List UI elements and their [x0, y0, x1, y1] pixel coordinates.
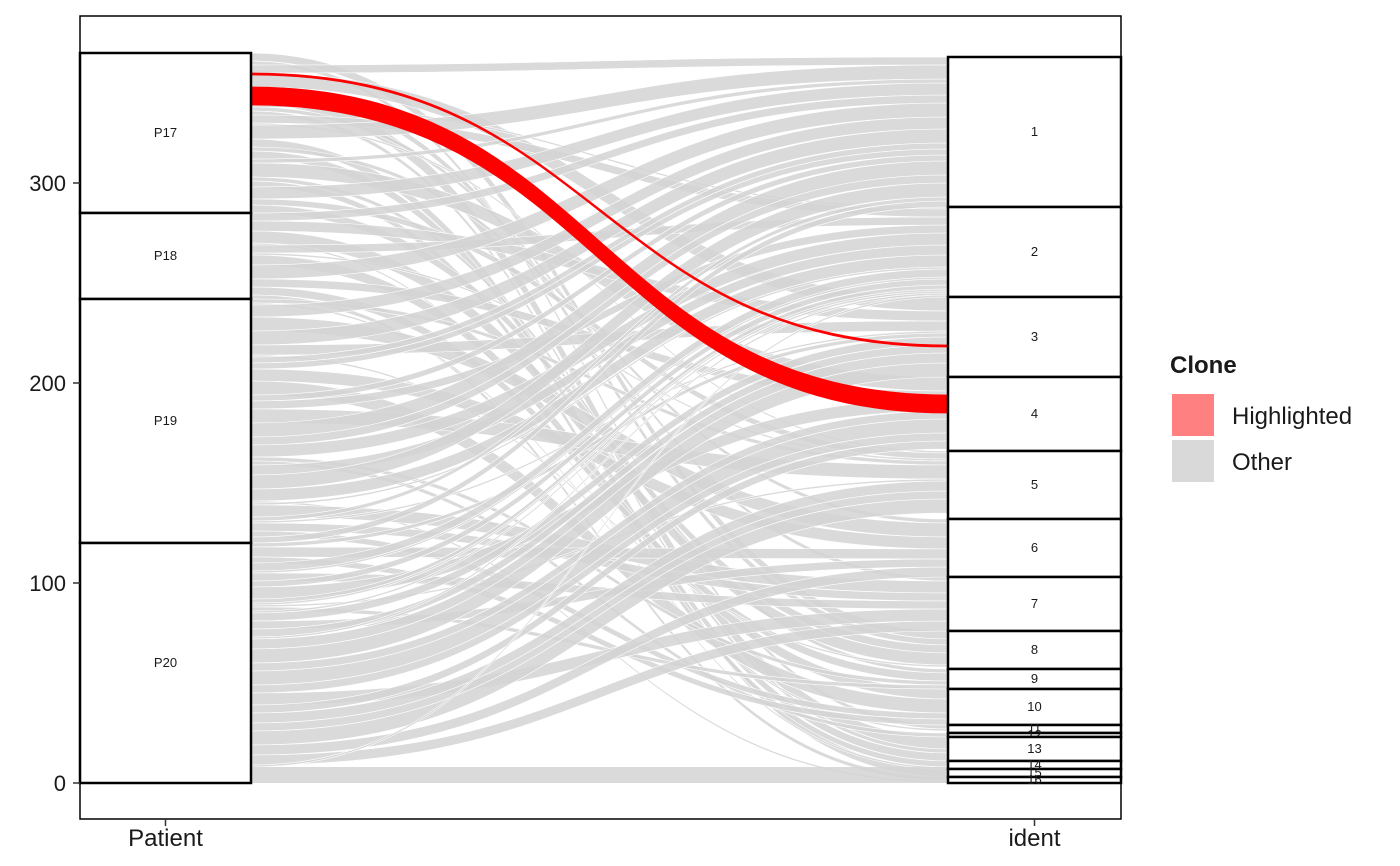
ident-stratum-label: 5	[1031, 477, 1038, 492]
ident-stratum	[946, 775, 1123, 785]
ident-stratum-label: 2	[1031, 244, 1038, 259]
x-tick-label: ident	[1008, 825, 1060, 852]
ident-stratum	[946, 55, 1123, 209]
ident-stratum	[946, 575, 1123, 633]
ident-stratum-label: 6	[1031, 540, 1038, 555]
patient-stratum-label: P17	[154, 125, 177, 140]
y-tick-label: 0	[54, 771, 66, 796]
patient-stratum-label: P20	[154, 655, 177, 670]
y-tick-label: 100	[29, 571, 66, 596]
legend-key-other	[1172, 440, 1214, 482]
ident-stratum-label: 10	[1027, 699, 1041, 714]
patient-stratum	[78, 211, 253, 301]
x-tick-label: Patient	[128, 825, 203, 852]
legend: Clone Highlighted Other	[1170, 352, 1352, 482]
patient-stratum	[78, 297, 253, 545]
ident-stratum	[946, 687, 1123, 727]
ident-stratum	[946, 449, 1123, 521]
patient-stratum-label: P19	[154, 413, 177, 428]
y-axis: 0 100 200 300	[29, 171, 80, 796]
flows-other	[250, 52, 949, 784]
ident-stratum-label: 9	[1031, 671, 1038, 686]
ident-stratum-label: 7	[1031, 596, 1038, 611]
ident-stratum-label: 1	[1031, 124, 1038, 139]
ident-stratum-label: 16	[1027, 772, 1041, 787]
ident-stratum-label: 4	[1031, 406, 1038, 421]
y-tick-label: 200	[29, 371, 66, 396]
y-tick-label: 300	[29, 171, 66, 196]
ident-stratum	[946, 735, 1123, 763]
x-axis: Patient ident	[128, 819, 1061, 852]
patient-stratum	[78, 541, 253, 785]
ident-stratum-label: 8	[1031, 642, 1038, 657]
legend-label-highlighted: Highlighted	[1232, 403, 1352, 430]
legend-key-highlighted	[1172, 394, 1214, 436]
legend-title: Clone	[1170, 352, 1237, 379]
ident-stratum	[946, 517, 1123, 579]
legend-label-other: Other	[1232, 449, 1292, 476]
patient-stratum-label: P18	[154, 248, 177, 263]
ident-stratum-label: 3	[1031, 329, 1038, 344]
ident-stratum-label: 13	[1027, 741, 1041, 756]
flow-other	[251, 767, 948, 783]
